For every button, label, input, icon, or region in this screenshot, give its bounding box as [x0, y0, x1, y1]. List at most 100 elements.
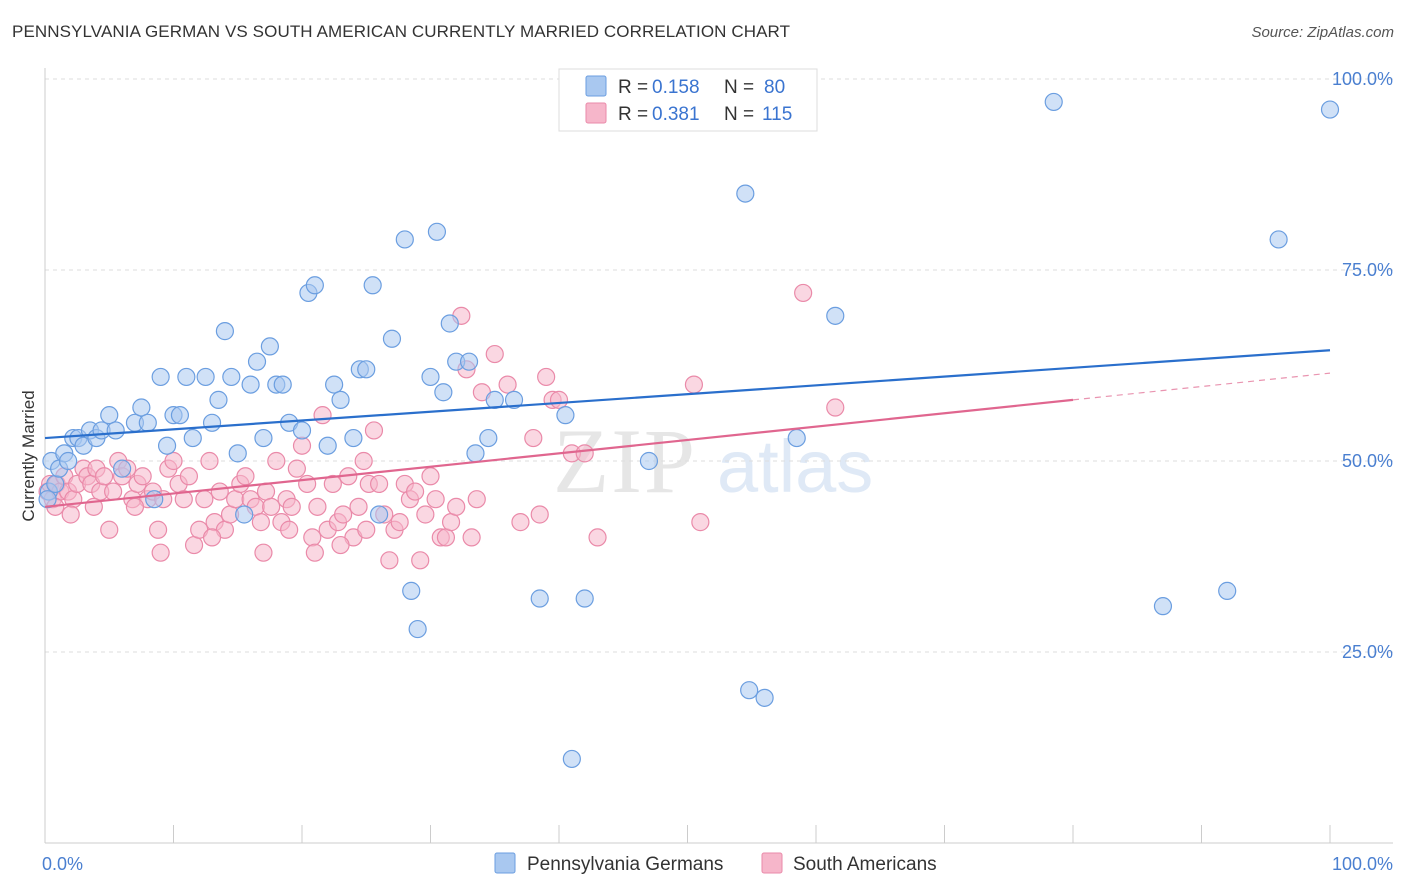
point-south-americans-59: [323, 474, 342, 494]
point-pennsylvania-germans-65: [556, 406, 575, 425]
point-south-americans-99: [588, 528, 607, 547]
point-south-americans-32: [184, 535, 204, 555]
point-south-americans-79: [426, 490, 445, 509]
point-south-americans-92: [524, 428, 543, 448]
point-south-americans-98: [575, 444, 594, 463]
y-tick-labels: 25.0% 50.0% 75.0% 100.0%: [1332, 69, 1393, 662]
point-pennsylvania-germans-68: [639, 451, 659, 471]
point-south-americans-82: [441, 513, 461, 532]
point-south-americans-110: [254, 543, 273, 562]
point-south-americans-86: [462, 528, 481, 547]
point-south-americans-108: [151, 543, 170, 562]
point-pennsylvania-germans-28: [215, 322, 234, 341]
point-south-americans-83: [447, 497, 466, 516]
point-pennsylvania-germans-50: [382, 329, 402, 348]
point-pennsylvania-germans-12: [100, 406, 119, 425]
legend-n-value-pink: 115: [762, 104, 792, 125]
point-south-americans-57: [313, 406, 332, 425]
point-pennsylvania-germans-23: [177, 367, 196, 387]
point-pennsylvania-germans-20: [157, 436, 177, 455]
point-south-americans-75: [405, 482, 425, 501]
point-south-americans-94: [537, 367, 556, 387]
point-pennsylvania-germans-25: [196, 367, 215, 387]
point-pennsylvania-germans-17: [138, 413, 157, 432]
point-pennsylvania-germans-64: [530, 589, 549, 608]
point-pennsylvania-germans-57: [440, 314, 459, 333]
point-pennsylvania-germans-33: [247, 352, 267, 371]
point-pennsylvania-germans-43: [325, 375, 344, 394]
point-pennsylvania-germans-32: [241, 375, 260, 394]
point-south-americans-76: [411, 551, 430, 570]
y-tick-label-50: 50.0%: [1342, 451, 1393, 471]
point-south-americans-67: [364, 421, 384, 440]
bottom-legend-swatch-pink: [761, 852, 783, 874]
point-pennsylvania-germans-55: [427, 222, 447, 241]
y-tick-label-100: 100.0%: [1332, 69, 1393, 89]
point-pennsylvania-germans-16: [132, 398, 151, 417]
point-pennsylvania-germans-74: [1044, 92, 1063, 112]
point-south-americans-46: [256, 482, 276, 501]
legend-swatch-pink: [585, 102, 607, 124]
point-south-americans-64: [349, 497, 368, 516]
point-south-americans-70: [380, 551, 399, 570]
point-south-americans-45: [251, 513, 270, 532]
chart-title: PENNSYLVANIA GERMAN VS SOUTH AMERICAN CU…: [12, 22, 791, 41]
point-south-americans-61: [334, 505, 353, 524]
point-pennsylvania-germans-77: [1269, 230, 1288, 249]
point-south-americans-31: [179, 467, 199, 486]
point-pennsylvania-germans-54: [421, 367, 440, 387]
point-south-americans-96: [549, 390, 569, 409]
series-legend: Pennsylvania Germans South Americans: [494, 852, 937, 875]
point-south-americans-111: [280, 520, 299, 539]
legend-r-value-blue: 0.158: [652, 77, 700, 98]
point-pennsylvania-germans-71: [755, 688, 774, 707]
point-pennsylvania-germans-42: [318, 436, 337, 455]
legend-r-value-pink: 0.381: [652, 104, 700, 125]
point-south-americans-89: [485, 344, 504, 364]
point-south-americans-102: [794, 283, 813, 303]
point-south-americans-25: [148, 520, 168, 539]
point-pennsylvania-germans-35: [260, 337, 279, 356]
point-south-americans-35: [200, 451, 219, 471]
point-pennsylvania-germans-70: [740, 681, 759, 700]
point-pennsylvania-germans-41: [305, 276, 324, 295]
point-pennsylvania-germans-53: [408, 619, 427, 639]
point-south-americans-109: [202, 528, 222, 547]
point-pennsylvania-germans-34: [254, 428, 273, 448]
legend-swatch-blue: [585, 75, 607, 97]
point-pennsylvania-germans-78: [1320, 100, 1340, 119]
point-pennsylvania-germans-79: [38, 490, 57, 509]
point-pennsylvania-germans-18: [145, 490, 164, 509]
point-south-americans-81: [436, 528, 456, 547]
point-south-americans-72: [390, 513, 409, 532]
x-tick-label-left: 0.0%: [42, 854, 83, 874]
point-pennsylvania-germans-72: [787, 428, 806, 448]
point-pennsylvania-germans-47: [357, 360, 376, 379]
point-south-americans-14: [95, 467, 114, 486]
point-pennsylvania-germans-29: [222, 367, 241, 387]
point-south-americans-22: [133, 467, 152, 486]
point-pennsylvania-germans-45: [344, 428, 363, 448]
point-south-americans-107: [125, 497, 145, 516]
trendline-extension-south-americans: [1072, 372, 1331, 401]
point-south-americans-16: [104, 482, 123, 501]
point-pennsylvania-germans-73: [826, 306, 845, 325]
point-pennsylvania-germans-39: [292, 421, 312, 440]
point-south-americans-113: [331, 535, 350, 555]
point-pennsylvania-germans-22: [170, 406, 190, 425]
point-pennsylvania-germans-30: [228, 444, 247, 463]
point-south-americans-100: [684, 375, 704, 394]
stats-legend: R = 0.158 N = 80 R = 0.381 N = 115: [558, 68, 818, 132]
point-pennsylvania-germans-13: [106, 421, 125, 440]
source-note: Source: ZipAtlas.com: [1251, 24, 1394, 41]
point-pennsylvania-germans-75: [1153, 597, 1173, 616]
point-south-americans-37: [210, 482, 229, 501]
bottom-legend-label-pink: South Americans: [793, 854, 937, 875]
point-south-americans-112: [305, 543, 324, 562]
point-south-americans-40: [226, 490, 245, 509]
point-pennsylvania-germans-69: [736, 184, 755, 203]
trendline-south-americans: [44, 398, 1074, 508]
point-south-americans-30: [174, 490, 193, 509]
point-south-americans-65: [354, 451, 373, 471]
point-south-americans-91: [511, 513, 530, 532]
